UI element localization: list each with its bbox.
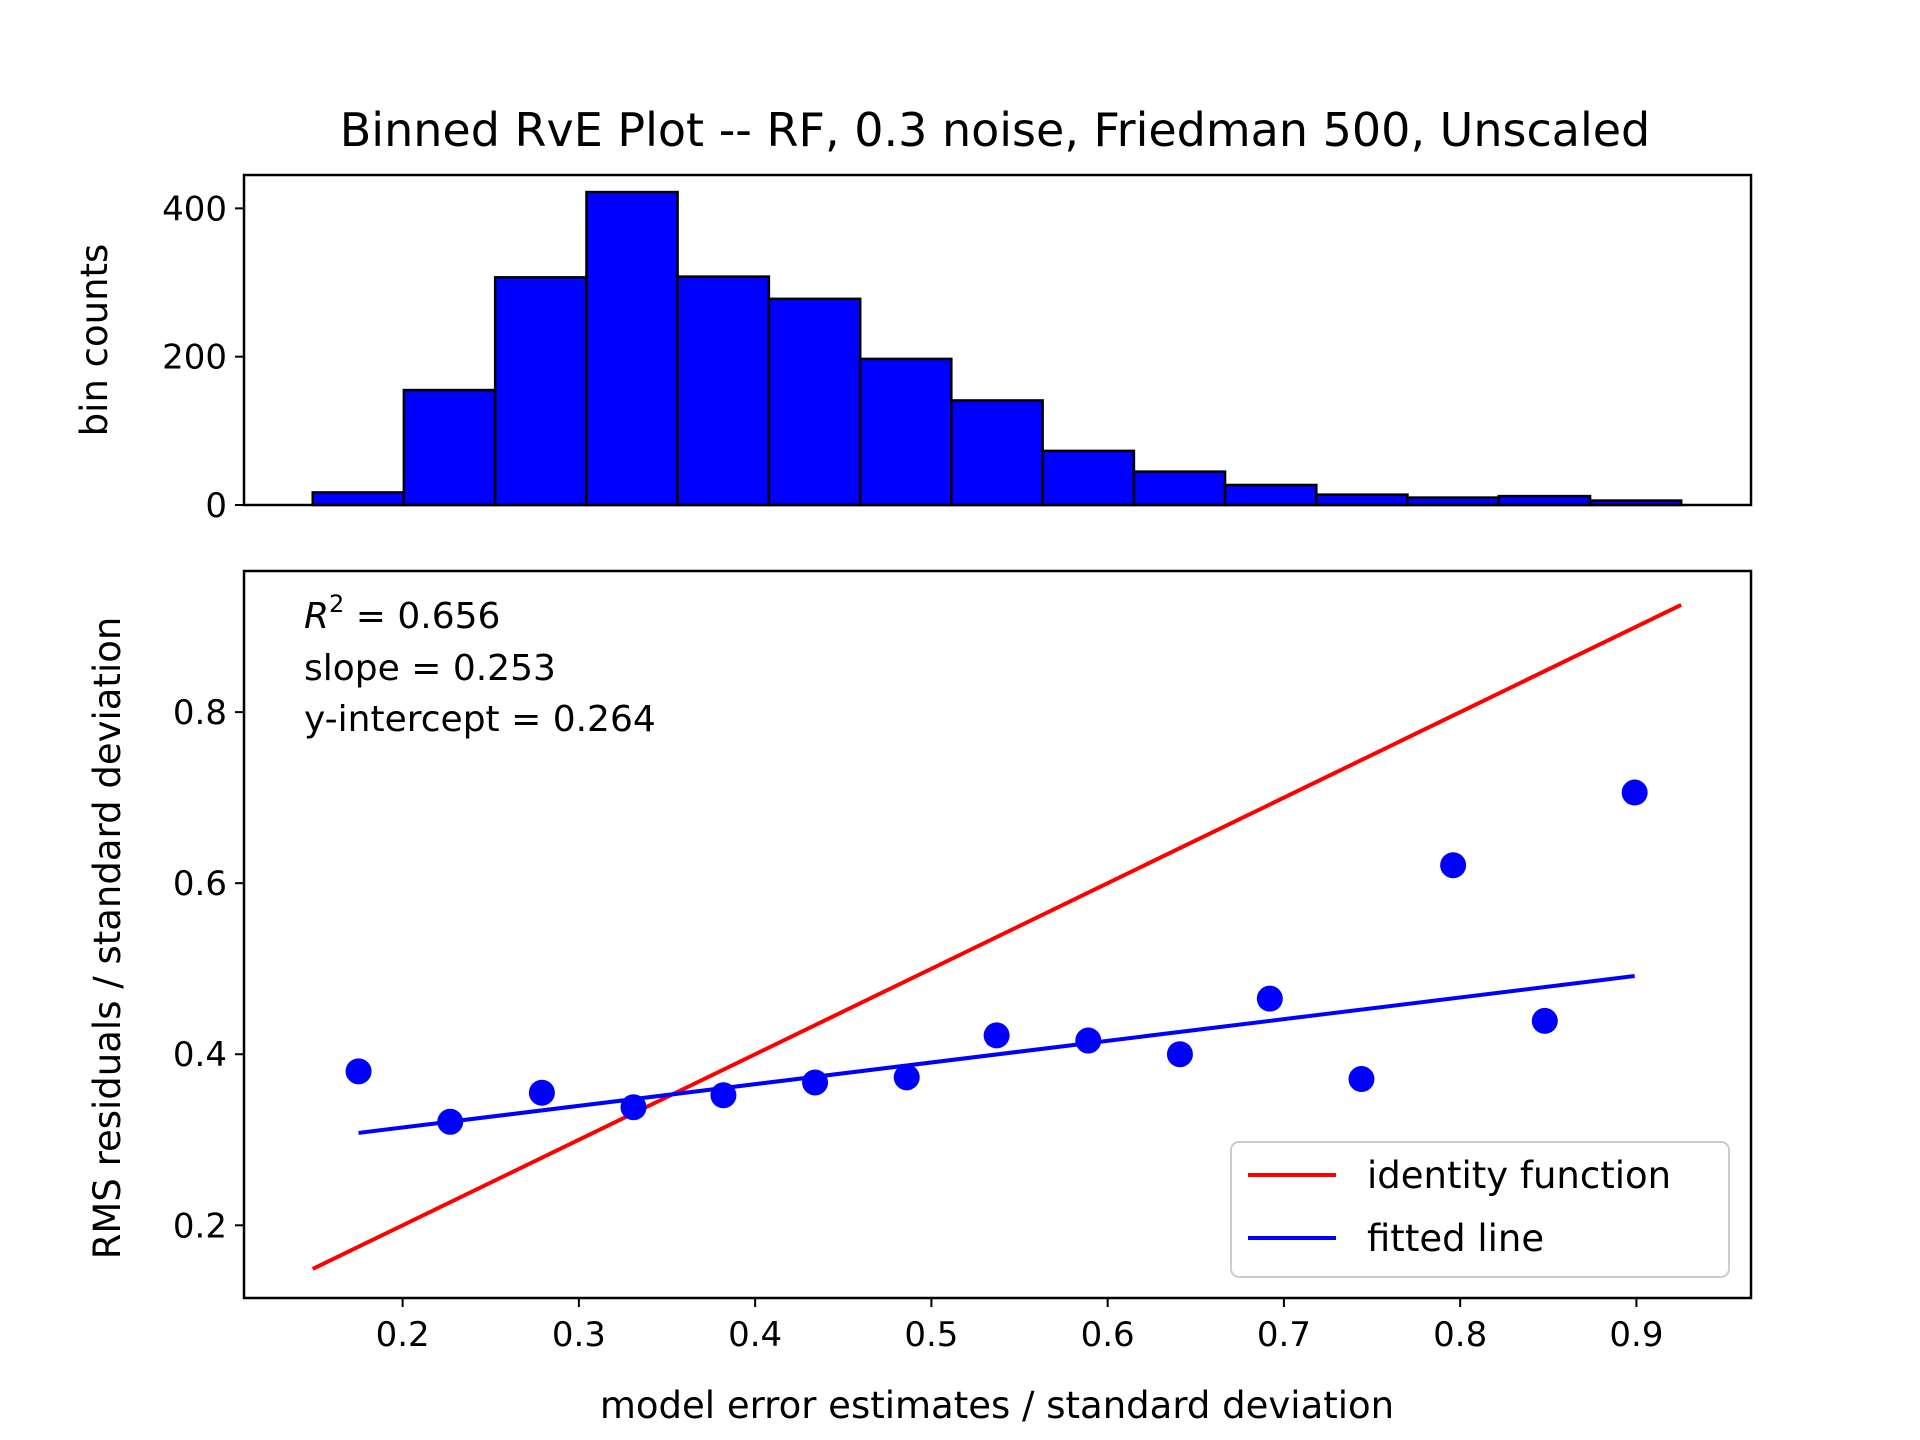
histogram-bar	[767, 297, 862, 507]
histogram-bar	[950, 399, 1044, 507]
scatter-point	[1348, 1066, 1375, 1093]
scatter-point	[983, 1022, 1010, 1049]
scatter-y-axis-label: RMS residuals / standard deviation	[86, 617, 129, 1260]
scatter-y-tick-label: 0.4	[173, 1035, 227, 1075]
scatter-point	[1440, 852, 1467, 879]
scatter-x-tick-label: 0.9	[1609, 1315, 1663, 1355]
histogram-bar	[1223, 483, 1318, 507]
scatter-x-tick-label: 0.4	[728, 1315, 782, 1355]
r-squared-text: R2 = 0.656	[304, 590, 500, 637]
scatter-x-tick-label: 0.6	[1081, 1315, 1135, 1355]
histogram-bar	[1497, 494, 1592, 507]
scatter-panel: 0.2 0.3 0.4 0.5 0.6 0.7 0.8 0.9 0.2 0.4 0.6 0.8 mo…	[86, 569, 1753, 1427]
legend-label-identity: identity function	[1367, 1154, 1671, 1197]
scatter-point	[1531, 1007, 1558, 1034]
identity-function-line	[311, 603, 1683, 1271]
chart-title: Binned RvE Plot -- RF, 0.3 noise, Friedm…	[340, 103, 1650, 157]
scatter-y-tick-label: 0.8	[173, 693, 227, 733]
histogram-bar	[1132, 470, 1227, 507]
histogram-bar	[676, 275, 771, 507]
histogram-y-ticks: 0 200 400	[162, 189, 244, 526]
histogram-bar	[858, 357, 953, 507]
histogram-bar	[1315, 493, 1409, 507]
scatter-y-tick-label: 0.6	[173, 864, 227, 904]
scatter-point	[1075, 1027, 1102, 1054]
histogram-y-tick-label: 200	[162, 338, 227, 378]
scatter-point	[345, 1058, 372, 1085]
scatter-x-ticks: 0.2 0.3 0.4 0.5 0.6 0.7 0.8 0.9	[376, 1298, 1663, 1355]
scatter-point	[1256, 985, 1283, 1012]
intercept-text: y-intercept = 0.264	[304, 699, 656, 740]
scatter-point	[437, 1108, 464, 1135]
histogram-bar	[1041, 449, 1136, 507]
histogram-bars	[311, 190, 1683, 507]
histogram-bar	[493, 276, 588, 507]
scatter-point	[1621, 779, 1648, 806]
histogram-y-tick-label: 0	[205, 486, 227, 526]
histogram-y-tick-label: 400	[162, 189, 227, 229]
scatter-y-tick-label: 0.2	[173, 1206, 227, 1246]
histogram-y-axis-label: bin counts	[73, 244, 116, 437]
fit-stats-annotation: R2 = 0.656 slope = 0.253 y-intercept = 0…	[304, 590, 656, 740]
scatter-x-tick-label: 0.7	[1257, 1315, 1311, 1355]
scatter-x-tick-label: 0.5	[904, 1315, 958, 1355]
plot-lines	[311, 603, 1683, 1271]
legend: identity function fitted line	[1230, 1141, 1730, 1278]
scatter-point	[802, 1069, 829, 1096]
histogram-bar	[585, 190, 679, 507]
legend-label-fitted: fitted line	[1367, 1217, 1544, 1260]
scatter-point	[1166, 1041, 1193, 1068]
scatter-point	[893, 1064, 920, 1091]
fitted-line	[358, 973, 1635, 1135]
scatter-y-ticks: 0.2 0.4 0.6 0.8	[173, 693, 244, 1246]
legend-box	[1230, 1141, 1730, 1278]
scatter-frame	[242, 569, 1753, 1300]
histogram-bar	[402, 388, 497, 507]
scatter-point	[710, 1082, 737, 1109]
scatter-point	[528, 1079, 555, 1106]
scatter-points	[345, 779, 1648, 1135]
histogram-bar	[311, 491, 406, 507]
slope-text: slope = 0.253	[304, 648, 556, 689]
histogram-panel: 0 200 400 bin counts	[73, 173, 1753, 526]
scatter-x-tick-label: 0.2	[376, 1315, 430, 1355]
scatter-x-axis-label: model error estimates / standard deviati…	[600, 1384, 1394, 1427]
scatter-x-tick-label: 0.3	[552, 1315, 606, 1355]
histogram-frame	[242, 173, 1753, 507]
scatter-point	[620, 1094, 647, 1121]
scatter-x-tick-label: 0.8	[1433, 1315, 1487, 1355]
